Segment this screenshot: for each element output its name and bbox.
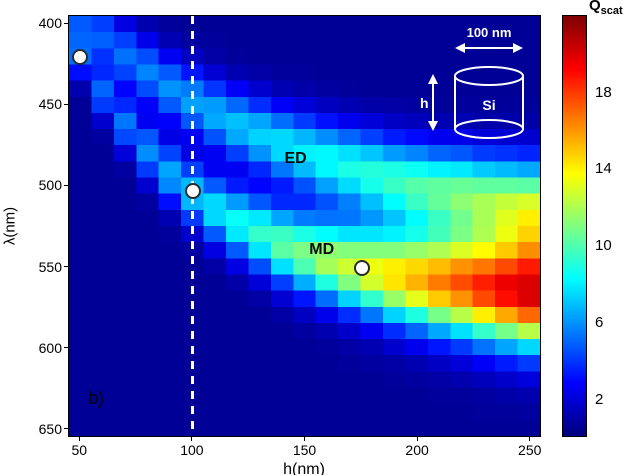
marker-circle [353, 259, 370, 276]
colorbar-label-main: Q [589, 0, 601, 14]
dashed-guide-line [191, 16, 195, 436]
inset-material-label: Si [482, 97, 495, 113]
x-tick-mark [529, 437, 531, 441]
y-tick-label: 400 [38, 15, 62, 32]
band-label-md: MD [309, 241, 335, 259]
scale-arrow [455, 43, 523, 53]
x-tick-label: 250 [518, 442, 542, 458]
inset-scale-label: 100 nm [467, 25, 512, 40]
x-tick-mark [191, 437, 193, 441]
heatmap-canvas [69, 16, 540, 436]
inset-diagram: 100 nm Si h [420, 25, 524, 139]
y-tick-label: 600 [38, 339, 62, 356]
y-tick-label: 650 [38, 420, 62, 437]
y-tick-label: 500 [38, 177, 62, 194]
y-tick-label: 450 [38, 96, 62, 113]
colorbar-tick-label: 2 [595, 390, 604, 408]
colorbar-canvas [563, 16, 586, 436]
inset-height-label: h [420, 95, 429, 111]
x-tick-mark [78, 437, 80, 441]
plot-area: ED MD 100 nm Si h [68, 15, 541, 437]
height-arrow [428, 74, 438, 131]
y-tick-label: 550 [38, 258, 62, 275]
colorbar-tick-label: 10 [595, 237, 612, 255]
x-tick-label: 50 [71, 442, 88, 458]
x-tick-label: 100 [180, 442, 204, 458]
colorbar-tick-label: 14 [595, 160, 612, 178]
y-axis-label: λ(nm) [1, 206, 19, 246]
x-tick-mark [416, 437, 418, 441]
marker-circle [184, 183, 201, 200]
panel-label: b) [88, 388, 105, 408]
x-axis-label: h(nm) [283, 461, 325, 475]
colorbar-label: Qscat [589, 0, 623, 17]
colorbar-tick-label: 6 [595, 313, 604, 331]
y-tick-mark [64, 347, 68, 349]
y-tick-mark [64, 103, 68, 105]
y-tick-mark [64, 184, 68, 186]
colorbar [562, 15, 587, 437]
colorbar-label-sub: scat [600, 5, 623, 17]
cylinder-icon [454, 66, 524, 139]
x-tick-label: 200 [405, 442, 429, 458]
colorbar-tick-label: 18 [595, 83, 612, 101]
x-tick-mark [304, 437, 305, 441]
y-tick-mark [64, 266, 68, 268]
band-label-ed: ED [284, 150, 307, 168]
y-tick-mark [64, 428, 68, 430]
y-tick-mark [64, 22, 68, 24]
marker-circle [72, 48, 89, 65]
x-tick-label: 150 [292, 442, 317, 458]
